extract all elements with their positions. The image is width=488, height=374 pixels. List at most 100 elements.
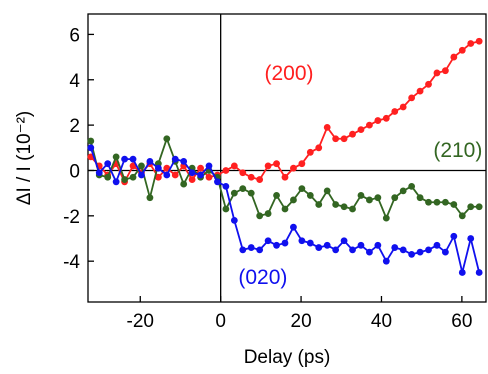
data-point-020 <box>112 178 120 186</box>
data-point-200 <box>382 114 390 122</box>
data-point-210 <box>323 187 331 195</box>
data-point-210 <box>349 205 356 213</box>
y-axis-label: ΔI / I (10⁻²) <box>14 111 35 206</box>
x-axis-label: Delay (ps) <box>244 347 331 368</box>
data-point-210 <box>357 192 365 199</box>
data-point-020 <box>264 237 272 245</box>
data-point-200 <box>357 126 365 134</box>
data-point-200 <box>399 103 407 111</box>
data-point-200 <box>222 167 230 174</box>
data-point-200 <box>273 160 280 168</box>
data-point-210 <box>180 180 188 188</box>
data-point-200 <box>188 176 196 183</box>
data-point-210 <box>273 192 280 199</box>
data-point-200 <box>340 135 348 143</box>
data-point-200 <box>323 123 331 131</box>
data-point-210 <box>315 201 323 208</box>
y-tick-label: -4 <box>63 252 80 273</box>
data-point-200 <box>205 173 213 181</box>
data-point-210 <box>256 212 264 220</box>
data-point-200 <box>441 67 449 75</box>
data-point-210 <box>458 212 466 220</box>
data-point-210 <box>366 196 373 204</box>
data-point-020 <box>222 182 230 190</box>
data-point-020 <box>391 244 399 251</box>
data-point-210 <box>239 185 247 193</box>
data-point-200 <box>433 69 441 77</box>
data-point-020 <box>416 248 424 256</box>
data-point-020 <box>188 169 196 177</box>
data-point-020 <box>247 244 255 251</box>
data-point-210 <box>138 162 145 170</box>
data-point-200 <box>281 173 289 181</box>
data-point-200 <box>425 80 432 88</box>
data-point-210 <box>441 198 449 206</box>
data-point-210 <box>475 203 483 211</box>
data-point-210 <box>416 194 424 202</box>
series-200: (200) <box>87 37 483 186</box>
data-point-210 <box>467 203 475 211</box>
data-point-020 <box>197 171 204 179</box>
data-point-210 <box>112 153 120 161</box>
series-label-210: (210) <box>433 139 482 162</box>
data-point-020 <box>332 246 340 254</box>
data-point-020 <box>214 178 221 186</box>
data-point-020 <box>315 244 323 251</box>
data-point-210 <box>382 214 390 222</box>
data-point-020 <box>475 269 483 276</box>
data-point-020 <box>180 158 188 165</box>
data-point-020 <box>121 155 128 163</box>
y-tick-label: 0 <box>69 161 80 182</box>
x-axis-ticks: -20 0 20 40 60 <box>127 296 472 332</box>
data-point-210 <box>290 196 297 204</box>
data-point-020 <box>171 155 179 163</box>
data-point-200 <box>290 164 297 172</box>
y-tick-label: 2 <box>69 116 80 137</box>
data-point-020 <box>408 250 416 258</box>
data-point-200 <box>475 37 483 45</box>
data-point-020 <box>374 241 382 249</box>
data-point-020 <box>467 235 475 242</box>
data-point-200 <box>247 173 255 181</box>
data-point-210 <box>408 182 416 190</box>
data-point-020 <box>256 246 264 254</box>
data-point-210 <box>121 176 128 183</box>
y-tick-label: 4 <box>69 71 80 92</box>
data-point-020 <box>450 232 458 240</box>
data-point-020 <box>298 237 306 245</box>
data-point-020 <box>154 164 162 172</box>
data-point-200 <box>230 162 238 170</box>
data-point-210 <box>391 194 399 202</box>
data-point-020 <box>129 155 137 163</box>
y-tick-label: -2 <box>63 207 80 228</box>
data-point-020 <box>382 257 390 265</box>
data-point-200 <box>256 176 264 183</box>
data-point-200 <box>298 160 306 168</box>
series-210: (210) <box>87 135 483 222</box>
data-point-200 <box>154 173 162 181</box>
data-point-200 <box>332 135 340 143</box>
data-point-020 <box>87 144 95 152</box>
data-point-210 <box>146 194 154 202</box>
data-point-200 <box>197 164 204 172</box>
data-point-020 <box>205 162 213 170</box>
data-point-020 <box>146 158 154 165</box>
data-point-020 <box>281 239 289 247</box>
data-point-210 <box>264 210 272 217</box>
series-label-020: (020) <box>238 266 287 289</box>
data-point-210 <box>433 198 441 206</box>
data-point-020 <box>399 246 407 254</box>
data-point-210 <box>374 194 382 202</box>
data-point-020 <box>340 237 348 245</box>
data-point-210 <box>281 205 289 213</box>
x-tick-label: 60 <box>451 311 472 332</box>
x-tick-label: -20 <box>127 311 154 332</box>
data-point-020 <box>357 241 365 249</box>
x-tick-label: 0 <box>215 311 226 332</box>
data-point-020 <box>433 241 441 249</box>
data-point-020 <box>441 248 449 256</box>
data-point-200 <box>450 53 458 61</box>
data-point-210 <box>425 198 432 206</box>
y-axis-ticks: -4 -2 0 2 4 6 <box>63 25 94 273</box>
